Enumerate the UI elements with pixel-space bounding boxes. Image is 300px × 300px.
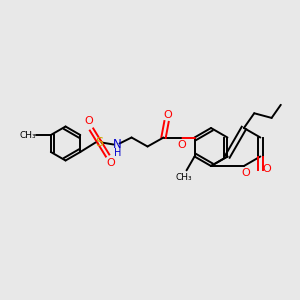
Text: O: O bbox=[242, 168, 250, 178]
Text: O: O bbox=[262, 164, 271, 175]
Text: CH₃: CH₃ bbox=[175, 173, 192, 182]
Text: O: O bbox=[84, 116, 93, 127]
Text: H: H bbox=[114, 148, 121, 158]
Text: O: O bbox=[106, 158, 115, 169]
Text: N: N bbox=[113, 138, 122, 151]
Text: O: O bbox=[163, 110, 172, 119]
Text: CH₃: CH₃ bbox=[20, 130, 36, 140]
Text: O: O bbox=[177, 140, 186, 151]
Text: S: S bbox=[95, 136, 104, 149]
